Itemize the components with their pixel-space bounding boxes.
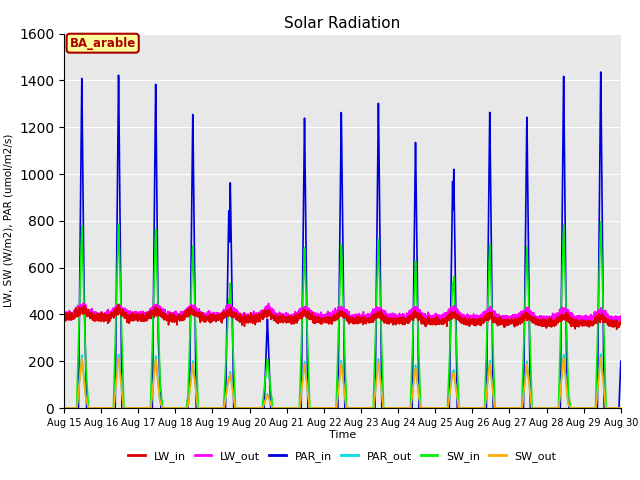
- LW_out: [127, 317, 135, 323]
- SW_in: [617, 405, 625, 411]
- LW_out: [491, 310, 499, 316]
- SW_in: [127, 405, 135, 411]
- SW_in: [490, 386, 498, 392]
- LW_in: [329, 316, 337, 322]
- LW_in: [60, 316, 68, 322]
- Line: SW_in: SW_in: [64, 222, 621, 408]
- Line: LW_out: LW_out: [64, 303, 621, 325]
- SW_in: [446, 344, 454, 349]
- Line: PAR_out: PAR_out: [64, 354, 621, 408]
- PAR_out: [329, 405, 337, 411]
- PAR_out: [617, 405, 625, 411]
- X-axis label: Time: Time: [329, 431, 356, 441]
- LW_out: [617, 317, 625, 323]
- Line: PAR_in: PAR_in: [64, 72, 621, 408]
- SW_out: [490, 403, 498, 408]
- SW_out: [247, 405, 255, 411]
- PAR_out: [597, 351, 605, 357]
- PAR_in: [490, 405, 498, 411]
- LW_in: [446, 312, 454, 317]
- SW_in: [247, 405, 255, 411]
- SW_in: [329, 405, 337, 411]
- LW_out: [60, 312, 68, 317]
- SW_out: [127, 405, 135, 411]
- LW_in: [115, 302, 122, 308]
- LW_out: [446, 308, 454, 313]
- PAR_out: [247, 405, 255, 411]
- SW_out: [119, 401, 127, 407]
- LW_out: [119, 308, 127, 314]
- PAR_in: [247, 405, 255, 411]
- PAR_in: [597, 69, 605, 75]
- PAR_in: [446, 365, 454, 371]
- PAR_in: [617, 358, 625, 364]
- SW_out: [617, 405, 625, 411]
- SW_in: [60, 405, 68, 411]
- Line: LW_in: LW_in: [64, 305, 621, 329]
- LW_in: [491, 316, 499, 322]
- PAR_out: [490, 403, 498, 408]
- SW_out: [60, 405, 68, 411]
- PAR_in: [329, 405, 337, 411]
- PAR_out: [446, 389, 454, 395]
- PAR_in: [119, 405, 127, 411]
- PAR_in: [60, 405, 68, 411]
- SW_out: [597, 355, 605, 360]
- Title: Solar Radiation: Solar Radiation: [284, 16, 401, 31]
- LW_in: [119, 306, 127, 312]
- Y-axis label: LW, SW (W/m2), PAR (umol/m2/s): LW, SW (W/m2), PAR (umol/m2/s): [3, 134, 13, 308]
- LW_in: [127, 315, 135, 321]
- LW_out: [329, 308, 337, 314]
- SW_in: [597, 219, 605, 225]
- LW_out: [581, 322, 589, 328]
- LW_in: [247, 318, 255, 324]
- SW_out: [446, 390, 454, 396]
- LW_in: [617, 320, 625, 326]
- Text: BA_arable: BA_arable: [70, 36, 136, 50]
- PAR_out: [119, 401, 127, 407]
- PAR_out: [127, 405, 135, 411]
- Line: SW_out: SW_out: [64, 358, 621, 408]
- Legend: LW_in, LW_out, PAR_in, PAR_out, SW_in, SW_out: LW_in, LW_out, PAR_in, PAR_out, SW_in, S…: [124, 446, 561, 466]
- LW_out: [247, 312, 255, 318]
- SW_in: [119, 379, 127, 384]
- LW_out: [79, 300, 87, 306]
- LW_in: [613, 326, 621, 332]
- SW_out: [329, 405, 337, 411]
- PAR_in: [127, 405, 135, 411]
- PAR_out: [60, 405, 68, 411]
